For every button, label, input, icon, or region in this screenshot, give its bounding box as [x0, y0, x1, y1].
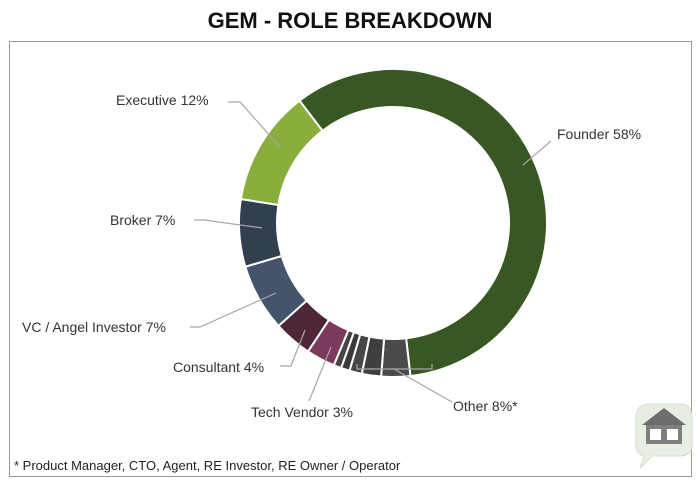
slice-founder — [298, 68, 548, 378]
slice-other-1 — [380, 337, 412, 378]
leader-line-executive — [228, 101, 281, 148]
data-label-consultant: Consultant 4% — [173, 359, 264, 375]
data-label-vc-angel-investor: VC / Angel Investor 7% — [22, 319, 166, 335]
leader-line-tech-vendor — [308, 346, 332, 402]
leader-line-founder — [522, 140, 552, 166]
chart-title: GEM - ROLE BREAKDOWN — [207, 8, 493, 33]
data-label-other: Other 8%* — [453, 398, 518, 414]
data-label-founder: Founder 58% — [557, 126, 641, 142]
data-label-executive: Executive 12% — [116, 92, 209, 108]
chart-footnote: * Product Manager, CTO, Agent, RE Invest… — [14, 458, 401, 473]
house-logo-icon — [635, 403, 693, 469]
leader-line-broker — [194, 219, 263, 229]
leader-line-other — [356, 364, 453, 403]
slice-broker — [238, 197, 284, 268]
data-label-broker: Broker 7% — [110, 212, 175, 228]
leader-line-vc-angel-investor — [190, 292, 277, 328]
data-label-tech-vendor: Tech Vendor 3% — [251, 404, 353, 420]
leader-line-consultant — [280, 329, 306, 367]
slice-executive — [239, 99, 324, 207]
